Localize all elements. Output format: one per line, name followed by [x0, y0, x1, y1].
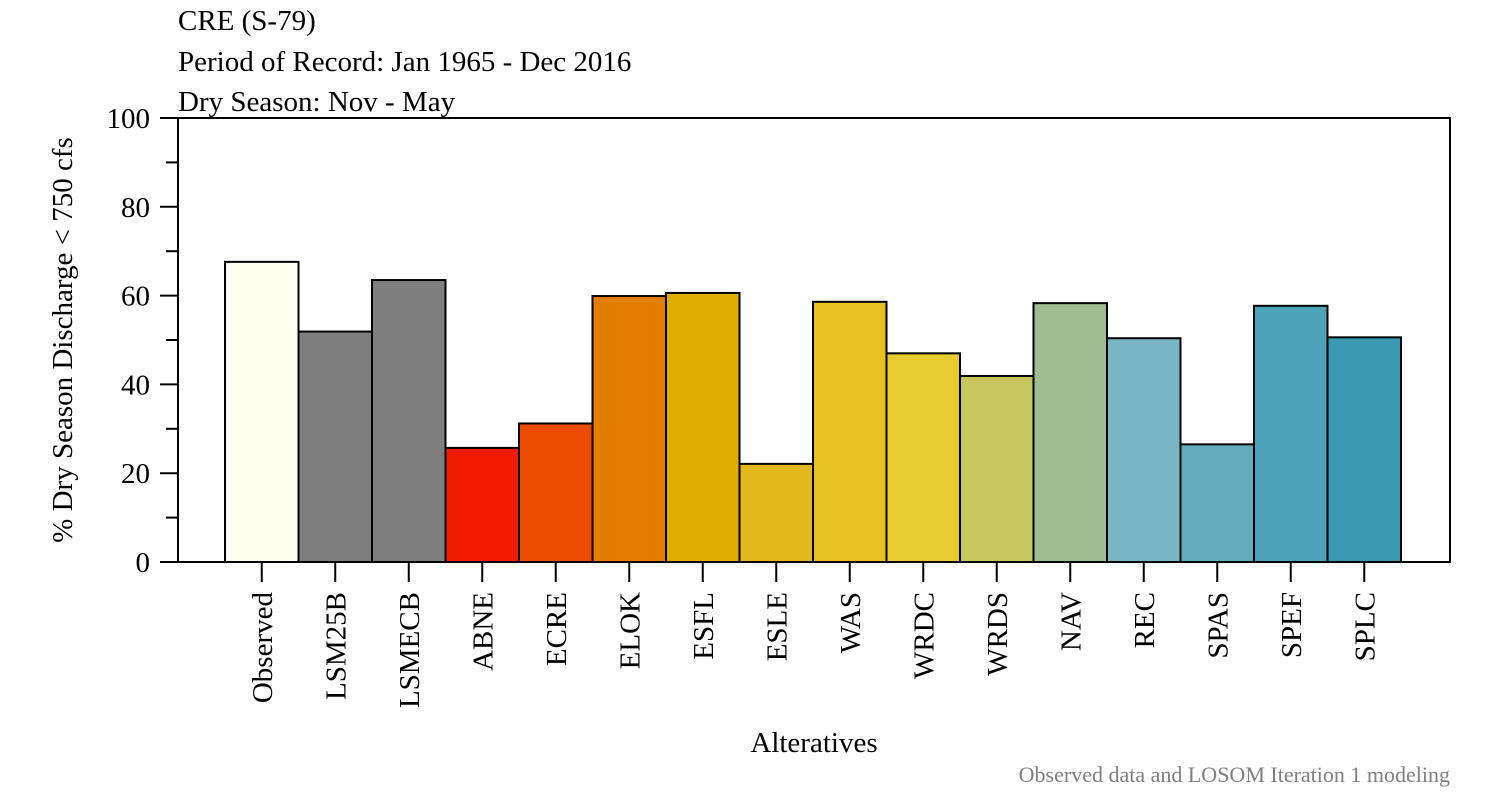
- x-tick-label-abne: ABNE: [467, 592, 499, 671]
- x-tick-label-esle: ESLE: [761, 592, 793, 661]
- x-tick-label-was: WAS: [835, 592, 867, 653]
- x-tick-label-spas: SPAS: [1202, 592, 1234, 659]
- y-axis: 0 20 40 60 80 100: [107, 103, 178, 579]
- chart-title-line-3: Dry Season: Nov - May: [178, 86, 456, 118]
- y-tick-label: 80: [121, 192, 150, 224]
- bar-spas: [1179, 443, 1255, 563]
- source-caption: Observed data and LOSOM Iteration 1 mode…: [1019, 762, 1450, 787]
- x-tick-label-wrdc: WRDC: [908, 592, 940, 679]
- chart-title-line-1: CRE (S-79): [178, 5, 316, 37]
- bar-abne: [444, 446, 520, 563]
- x-tick-label-rec: REC: [1129, 592, 1161, 648]
- bar-esle: [738, 462, 814, 564]
- y-tick-label: 60: [121, 281, 150, 313]
- bar-rec: [1106, 337, 1182, 563]
- x-tick-label-esfl: ESFL: [688, 592, 720, 660]
- x-tick-label-nav: NAV: [1055, 592, 1087, 651]
- y-tick-label: 40: [121, 369, 150, 401]
- bar-lsm25b: [297, 330, 373, 563]
- x-tick-label-lsmecb: LSMECB: [394, 592, 426, 708]
- bar-wrds: [959, 374, 1035, 563]
- bar-was: [812, 300, 888, 563]
- x-tick-label-elok: ELOK: [614, 592, 646, 669]
- x-tick-label-ecre: ECRE: [541, 592, 573, 666]
- y-axis-title: % Dry Season Discharge < 750 cfs: [47, 137, 79, 543]
- bar-ecre: [518, 422, 594, 563]
- bars-layer: [224, 260, 1402, 564]
- y-tick-label: 100: [107, 103, 151, 135]
- bar-wrdc: [885, 352, 961, 563]
- bar-splc: [1326, 336, 1402, 563]
- bar-esfl: [665, 291, 741, 563]
- y-tick-label: 20: [121, 458, 150, 490]
- bar-elok: [591, 295, 667, 563]
- x-tick-label-splc: SPLC: [1349, 592, 1381, 661]
- x-tick-label-spef: SPEF: [1276, 592, 1308, 658]
- bar-nav: [1032, 302, 1108, 563]
- x-tick-label-observed: Observed: [247, 592, 279, 704]
- x-tick-label-lsm25b: LSM25B: [320, 592, 352, 700]
- y-tick-label: 0: [136, 547, 151, 579]
- chart-title-line-2: Period of Record: Jan 1965 - Dec 2016: [178, 46, 631, 78]
- bar-lsmecb: [371, 279, 447, 563]
- bar-spef: [1253, 304, 1329, 563]
- bar-observed: [224, 260, 300, 563]
- x-axis: Observed LSM25B LSMECB ABNE ECRE ELOK ESFL ESLE…: [247, 562, 1381, 708]
- x-tick-label-wrds: WRDS: [982, 592, 1014, 676]
- x-axis-title: Alteratives: [750, 727, 877, 759]
